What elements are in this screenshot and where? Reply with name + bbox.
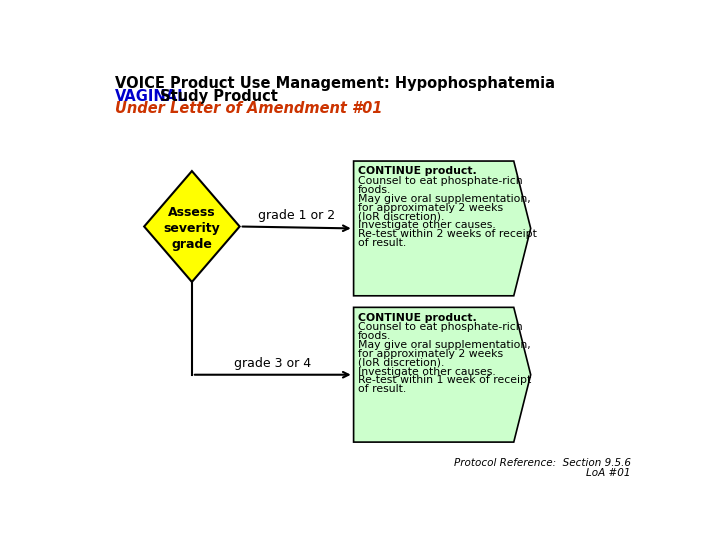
Text: foods.: foods. — [359, 185, 392, 195]
Text: CONTINUE product.: CONTINUE product. — [359, 313, 477, 323]
Text: VOICE Product Use Management: Hypophosphatemia: VOICE Product Use Management: Hypophosph… — [115, 76, 555, 91]
Text: grade 1 or 2: grade 1 or 2 — [258, 209, 336, 222]
Text: (IoR discretion).: (IoR discretion). — [359, 358, 444, 368]
Text: CONTINUE product.: CONTINUE product. — [359, 166, 477, 177]
Text: LoA #01: LoA #01 — [586, 468, 631, 478]
Text: May give oral supplementation,: May give oral supplementation, — [359, 340, 531, 350]
Polygon shape — [354, 307, 531, 442]
Text: grade 3 or 4: grade 3 or 4 — [234, 357, 311, 370]
Text: Counsel to eat phosphate-rich: Counsel to eat phosphate-rich — [359, 176, 523, 186]
Text: Re-test within 1 week of receipt: Re-test within 1 week of receipt — [359, 375, 531, 386]
Text: Assess
severity
grade: Assess severity grade — [163, 206, 220, 251]
Text: for approximately 2 weeks: for approximately 2 weeks — [359, 349, 503, 359]
Text: Re-test within 2 weeks of receipt: Re-test within 2 weeks of receipt — [359, 229, 537, 239]
Text: for approximately 2 weeks: for approximately 2 weeks — [359, 202, 503, 213]
Text: VAGINAL: VAGINAL — [115, 89, 187, 104]
Text: Protocol Reference:  Section 9.5.6: Protocol Reference: Section 9.5.6 — [454, 457, 631, 468]
Text: of result.: of result. — [359, 238, 407, 248]
Text: Investigate other causes.: Investigate other causes. — [359, 220, 496, 231]
Text: (IoR discretion).: (IoR discretion). — [359, 212, 444, 221]
Text: May give oral supplementation,: May give oral supplementation, — [359, 194, 531, 204]
Text: foods.: foods. — [359, 331, 392, 341]
Text: Investigate other causes.: Investigate other causes. — [359, 367, 496, 376]
Text: Counsel to eat phosphate-rich: Counsel to eat phosphate-rich — [359, 322, 523, 332]
Text: Under Letter of Amendment #01: Under Letter of Amendment #01 — [115, 101, 382, 116]
Polygon shape — [354, 161, 531, 296]
Polygon shape — [144, 171, 240, 282]
Text: Study Product: Study Product — [155, 89, 278, 104]
Text: of result.: of result. — [359, 384, 407, 394]
